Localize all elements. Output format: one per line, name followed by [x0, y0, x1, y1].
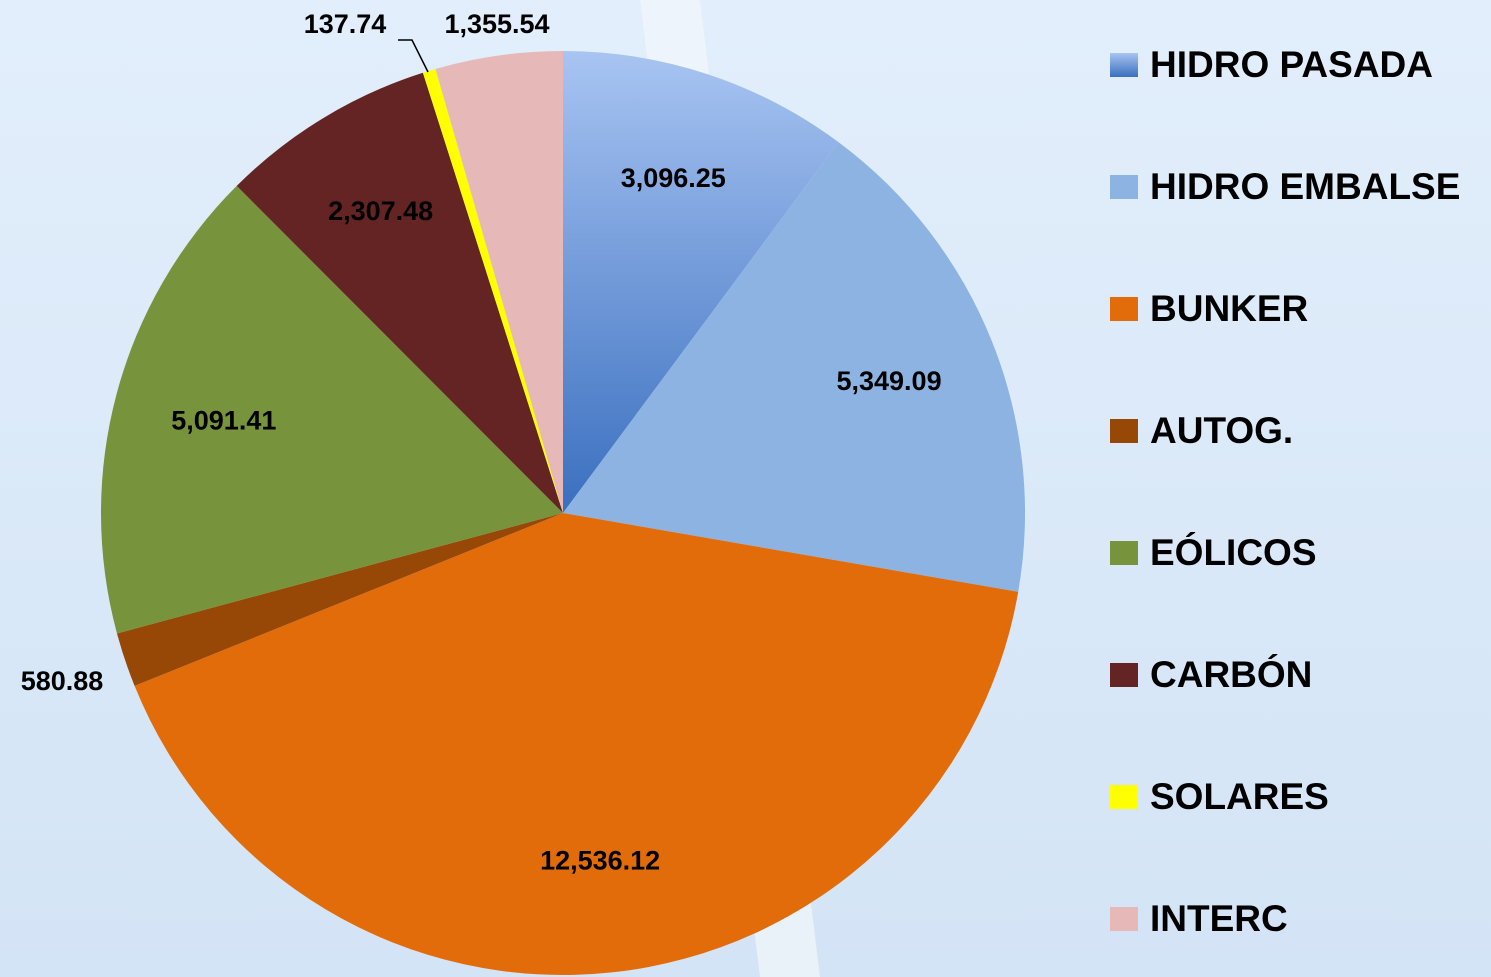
- legend-swatch: [1110, 663, 1138, 687]
- data-label: 12,536.12: [540, 845, 660, 875]
- data-label: 5,091.41: [171, 405, 276, 435]
- data-label: 137.74: [304, 9, 387, 39]
- legend-label: CARBÓN: [1150, 653, 1312, 695]
- legend-swatch: [1110, 785, 1138, 809]
- legend-swatch: [1110, 53, 1138, 77]
- chart: 3,096.25 5,349.09 12,536.12 580.88 5,091.41 2…: [0, 0, 1491, 977]
- data-label: 580.88: [21, 666, 104, 696]
- legend-label: BUNKER: [1150, 288, 1308, 329]
- data-label: 3,096.25: [621, 163, 726, 193]
- data-label: 1,355.54: [444, 9, 549, 39]
- legend-label: SOLARES: [1150, 776, 1329, 817]
- legend-label: AUTOG.: [1150, 410, 1293, 451]
- legend-label: EÓLICOS: [1150, 531, 1317, 573]
- legend-label: HIDRO EMBALSE: [1150, 166, 1460, 207]
- legend-swatch: [1110, 419, 1138, 443]
- data-label: 5,349.09: [836, 366, 941, 396]
- data-label: 2,307.48: [328, 196, 433, 226]
- legend-label: INTERC: [1150, 898, 1288, 939]
- legend-swatch: [1110, 907, 1138, 931]
- legend-label: HIDRO PASADA: [1150, 44, 1433, 85]
- legend-swatch: [1110, 175, 1138, 199]
- legend-swatch: [1110, 297, 1138, 321]
- legend-swatch: [1110, 541, 1138, 565]
